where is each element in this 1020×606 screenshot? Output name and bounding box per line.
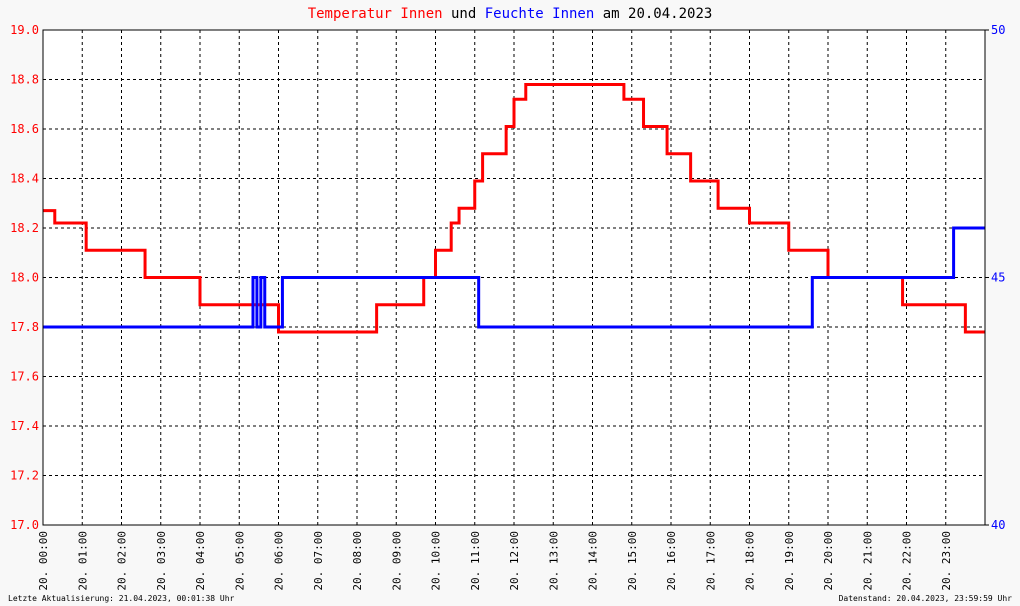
x-tick-label: 20. 23:00	[940, 531, 953, 591]
y-tick-label: 18.8	[10, 73, 39, 87]
title-part: Feuchte Innen	[485, 6, 595, 22]
y-tick-label: 18.6	[10, 122, 39, 136]
chart-title: Temperatur Innen und Feuchte Innen am 20…	[308, 6, 713, 22]
x-tick-label: 20. 09:00	[390, 531, 403, 591]
x-tick-label: 20. 17:00	[704, 531, 717, 591]
y-tick-label: 18.4	[10, 172, 39, 186]
x-tick-label: 20. 05:00	[233, 531, 246, 591]
footer-left: Letzte Aktualisierung: 21.04.2023, 00:01…	[8, 594, 235, 603]
x-tick-label: 20. 11:00	[469, 531, 482, 591]
y-tick-label: 19.0	[10, 23, 39, 37]
y-tick-label: 17.2	[10, 469, 39, 483]
x-tick-label: 20. 15:00	[626, 531, 639, 591]
x-tick-label: 20. 22:00	[901, 531, 914, 591]
title-part: am 20.04.2023	[603, 6, 713, 22]
x-tick-label: 20. 06:00	[273, 531, 286, 591]
plot-border	[42, 29, 986, 526]
y-tick-label: 18.2	[10, 221, 39, 235]
title-part: Temperatur Innen	[308, 6, 443, 22]
x-tick-label: 20. 18:00	[744, 531, 757, 591]
x-tick-label: 20. 13:00	[547, 531, 560, 591]
title-part: und	[451, 6, 476, 22]
x-tick-label: 20. 02:00	[116, 531, 129, 591]
y2-tick-label: 50	[991, 23, 1005, 37]
x-tick-label: 20. 07:00	[312, 531, 325, 591]
x-tick-label: 20. 14:00	[587, 531, 600, 591]
y2-tick-label: 40	[991, 518, 1005, 532]
x-tick-label: 20. 01:00	[76, 531, 89, 591]
x-tick-label: 20. 08:00	[351, 531, 364, 591]
series-line	[43, 226, 985, 329]
x-tick-label: 20. 19:00	[783, 531, 796, 591]
y-tick-label: 17.8	[10, 320, 39, 334]
series-line	[43, 82, 985, 334]
x-tick-label: 20. 03:00	[155, 531, 168, 591]
x-tick-label: 20. 20:00	[822, 531, 835, 591]
x-tick-label: 20. 10:00	[430, 531, 443, 591]
x-tick-label: 20. 00:00	[37, 531, 50, 591]
y-tick-label: 17.0	[10, 518, 39, 532]
x-tick-label: 20. 04:00	[194, 531, 207, 591]
y-tick-label: 17.4	[10, 419, 39, 433]
y-tick-label: 17.6	[10, 370, 39, 384]
x-tick-label: 20. 21:00	[861, 531, 874, 591]
x-tick-label: 20. 16:00	[665, 531, 678, 591]
footer-right: Datenstand: 20.04.2023, 23:59:59 Uhr	[839, 594, 1013, 603]
x-tick-label: 20. 12:00	[508, 531, 521, 591]
y-tick-label: 18.0	[10, 271, 39, 285]
y2-tick-label: 45	[991, 271, 1005, 285]
